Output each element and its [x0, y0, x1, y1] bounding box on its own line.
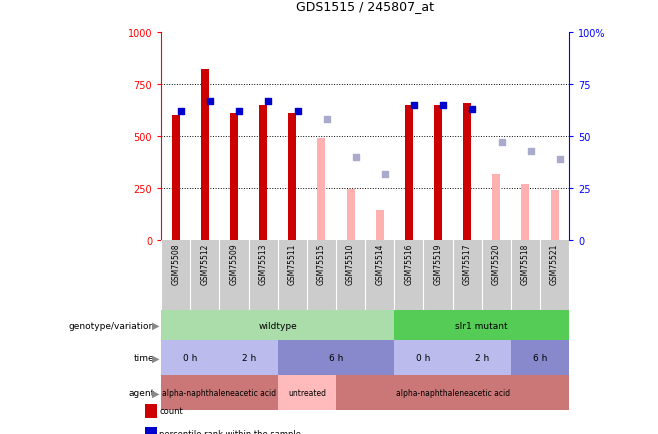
- Text: wildtype: wildtype: [259, 321, 297, 330]
- Bar: [347, 190, 355, 241]
- FancyBboxPatch shape: [511, 241, 540, 310]
- Bar: [405, 105, 413, 241]
- Text: GSM75516: GSM75516: [405, 243, 413, 284]
- Text: percentile rank within the sample: percentile rank within the sample: [159, 429, 301, 434]
- FancyBboxPatch shape: [190, 241, 220, 310]
- Text: slr1 mutant: slr1 mutant: [455, 321, 508, 330]
- FancyBboxPatch shape: [161, 375, 278, 410]
- Text: GSM75515: GSM75515: [317, 243, 326, 284]
- Text: ▶: ▶: [152, 388, 159, 398]
- Bar: [172, 116, 180, 241]
- Bar: [521, 184, 530, 241]
- Point: [438, 102, 449, 109]
- Point: [205, 98, 215, 105]
- Text: GSM75513: GSM75513: [259, 243, 268, 284]
- FancyBboxPatch shape: [394, 341, 453, 375]
- FancyBboxPatch shape: [278, 241, 307, 310]
- Text: 6 h: 6 h: [329, 354, 343, 362]
- Text: GSM75518: GSM75518: [521, 243, 530, 284]
- Bar: [259, 105, 267, 241]
- FancyBboxPatch shape: [161, 341, 220, 375]
- Bar: [317, 139, 326, 241]
- FancyBboxPatch shape: [249, 241, 278, 310]
- Bar: [201, 70, 209, 241]
- FancyBboxPatch shape: [336, 241, 365, 310]
- Text: GSM75520: GSM75520: [492, 243, 501, 284]
- Point: [322, 117, 332, 124]
- Text: ▶: ▶: [152, 353, 159, 363]
- Point: [351, 154, 361, 161]
- Text: GSM75509: GSM75509: [230, 243, 239, 284]
- Text: alpha-naphthaleneacetic acid: alpha-naphthaleneacetic acid: [163, 388, 276, 397]
- Point: [409, 102, 419, 109]
- Text: time: time: [134, 354, 155, 362]
- Text: count: count: [159, 407, 183, 415]
- FancyBboxPatch shape: [336, 375, 569, 410]
- Point: [234, 108, 245, 115]
- Point: [380, 171, 390, 178]
- FancyBboxPatch shape: [307, 241, 336, 310]
- Text: GSM75514: GSM75514: [375, 243, 384, 284]
- Point: [467, 106, 478, 113]
- Text: 2 h: 2 h: [241, 354, 256, 362]
- Text: GSM75511: GSM75511: [288, 243, 297, 284]
- Bar: [551, 191, 559, 241]
- FancyBboxPatch shape: [161, 241, 190, 310]
- FancyBboxPatch shape: [278, 341, 394, 375]
- Text: GDS1515 / 245807_at: GDS1515 / 245807_at: [296, 0, 434, 13]
- Text: 6 h: 6 h: [533, 354, 547, 362]
- Text: alpha-naphthaleneacetic acid: alpha-naphthaleneacetic acid: [395, 388, 510, 397]
- Bar: [230, 114, 238, 241]
- Point: [176, 108, 186, 115]
- FancyBboxPatch shape: [482, 241, 511, 310]
- Text: 0 h: 0 h: [417, 354, 430, 362]
- Text: ▶: ▶: [152, 321, 159, 330]
- FancyBboxPatch shape: [453, 241, 482, 310]
- Text: GSM75512: GSM75512: [201, 243, 209, 284]
- FancyBboxPatch shape: [424, 241, 453, 310]
- FancyBboxPatch shape: [278, 375, 336, 410]
- Bar: [434, 105, 442, 241]
- Text: GSM75508: GSM75508: [171, 243, 180, 284]
- Text: untreated: untreated: [288, 388, 326, 397]
- Bar: [463, 103, 471, 241]
- FancyBboxPatch shape: [453, 341, 511, 375]
- Bar: [288, 114, 296, 241]
- Text: 0 h: 0 h: [183, 354, 197, 362]
- Point: [526, 148, 536, 155]
- Text: GSM75519: GSM75519: [434, 243, 443, 284]
- Text: genotype/variation: genotype/variation: [68, 321, 155, 330]
- Bar: [376, 210, 384, 241]
- Point: [292, 108, 303, 115]
- FancyBboxPatch shape: [511, 341, 569, 375]
- FancyBboxPatch shape: [394, 241, 424, 310]
- Text: GSM75521: GSM75521: [550, 243, 559, 284]
- Text: GSM75510: GSM75510: [346, 243, 355, 284]
- FancyBboxPatch shape: [365, 241, 394, 310]
- FancyBboxPatch shape: [394, 310, 569, 341]
- Text: GSM75517: GSM75517: [463, 243, 472, 284]
- Point: [263, 98, 274, 105]
- FancyBboxPatch shape: [220, 241, 249, 310]
- FancyBboxPatch shape: [161, 310, 394, 341]
- Point: [555, 156, 565, 163]
- FancyBboxPatch shape: [540, 241, 569, 310]
- Bar: [492, 174, 500, 241]
- Text: agent: agent: [128, 388, 155, 397]
- FancyBboxPatch shape: [220, 341, 278, 375]
- Point: [496, 139, 507, 146]
- Text: 2 h: 2 h: [474, 354, 489, 362]
